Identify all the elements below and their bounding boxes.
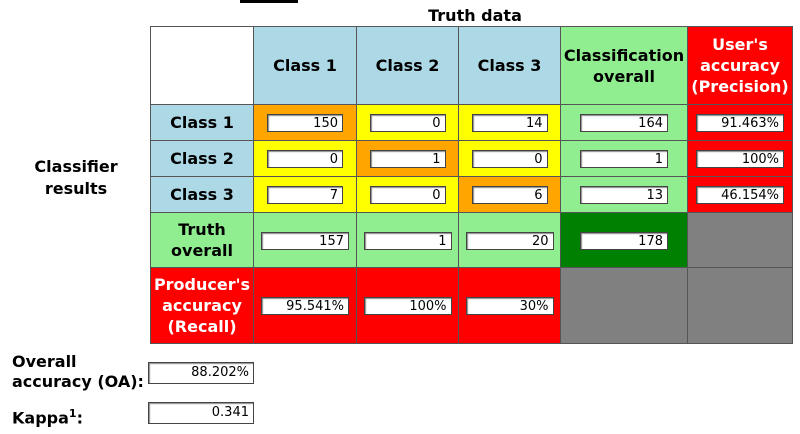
row-label-class-1: Class 1	[150, 104, 254, 141]
empty-gray-cell	[560, 267, 688, 344]
truth-overall-row: Truth overall 157 1 20 178	[150, 212, 793, 268]
header-class-2: Class 2	[356, 26, 459, 105]
empty-gray-cell	[687, 267, 793, 344]
cell-r2-c2[interactable]: 1	[369, 150, 446, 169]
cell-r1-c2[interactable]: 0	[369, 114, 446, 133]
classification-overall-r1[interactable]: 164	[580, 114, 668, 133]
table-row: Class 2 0 1 0 1 100%	[150, 140, 793, 177]
header-users-accuracy: User's accuracy (Precision)	[687, 26, 793, 105]
cell-r3-c1[interactable]: 7	[267, 186, 343, 205]
truth-overall-c3[interactable]: 20	[465, 231, 554, 250]
empty-gray-cell	[687, 212, 793, 268]
cell-r3-c2[interactable]: 0	[369, 186, 446, 205]
classification-overall-r2[interactable]: 1	[580, 150, 668, 169]
corner-cell	[150, 26, 254, 105]
header-class-1: Class 1	[253, 26, 357, 105]
truth-overall-c1[interactable]: 157	[261, 231, 349, 250]
table-row: Class 3 7 0 6 13 46.154%	[150, 176, 793, 213]
grand-total[interactable]: 178	[580, 231, 668, 250]
users-accuracy-r2[interactable]: 100%	[696, 150, 784, 169]
users-accuracy-r1[interactable]: 91.463%	[696, 114, 784, 133]
producers-accuracy-row: Producer's accuracy (Recall) 95.541% 100…	[150, 267, 793, 344]
truth-overall-label: Truth overall	[150, 212, 254, 268]
users-accuracy-r3[interactable]: 46.154%	[696, 186, 784, 205]
overall-accuracy-value[interactable]: 88.202%	[148, 362, 254, 384]
classifier-results-label: Classifier results	[34, 157, 118, 198]
kappa-footnote-marker: 1	[68, 407, 77, 420]
producers-accuracy-c1[interactable]: 95.541%	[261, 297, 349, 316]
truth-overall-c2[interactable]: 1	[363, 231, 452, 250]
table-row: Class 1 150 0 14 164 91.463%	[150, 104, 793, 141]
header-classification-overall: Classification overall	[560, 26, 688, 105]
kappa-text: Kappa	[12, 408, 69, 428]
confusion-matrix: Class 1 Class 2 Class 3 Classification o…	[150, 26, 793, 344]
truth-data-title: Truth data	[428, 6, 522, 25]
cell-r3-c3[interactable]: 6	[471, 186, 548, 205]
kappa-colon: :	[76, 408, 83, 428]
producers-accuracy-label: Producer's accuracy (Recall)	[150, 267, 254, 344]
cell-r2-c3[interactable]: 0	[471, 150, 548, 169]
kappa-value[interactable]: 0.341	[148, 402, 254, 424]
kappa-label: Kappa1:	[12, 404, 83, 428]
overall-accuracy-label: Overall accuracy (OA):	[12, 352, 144, 391]
cell-r2-c1[interactable]: 0	[267, 150, 343, 169]
cell-r1-c1[interactable]: 150	[267, 114, 343, 133]
producers-accuracy-c3[interactable]: 30%	[465, 297, 554, 316]
top-edge-bar	[240, 0, 298, 3]
classification-overall-r3[interactable]: 13	[580, 186, 668, 205]
header-class-3: Class 3	[458, 26, 561, 105]
cell-r1-c3[interactable]: 14	[471, 114, 548, 133]
producers-accuracy-c2[interactable]: 100%	[363, 297, 452, 316]
row-label-class-3: Class 3	[150, 176, 254, 213]
row-label-class-2: Class 2	[150, 140, 254, 177]
